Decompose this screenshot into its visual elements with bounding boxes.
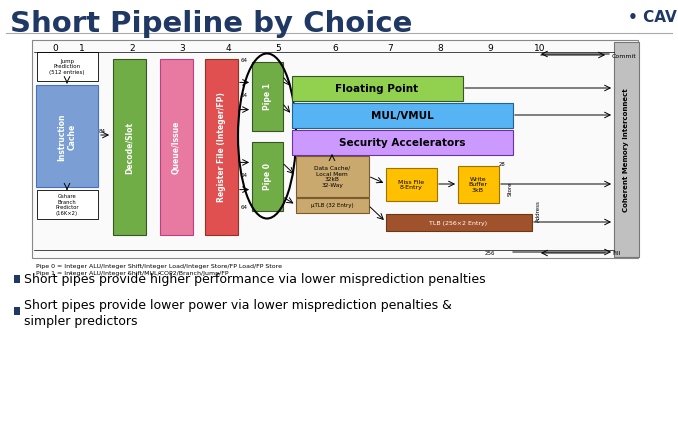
Text: Jump
Prediction
(512 entries): Jump Prediction (512 entries) (49, 58, 85, 75)
Text: 64: 64 (241, 93, 248, 98)
Text: 4: 4 (225, 44, 231, 53)
Text: MUL/VMUL: MUL/VMUL (371, 111, 433, 121)
Text: Decode/Slot: Decode/Slot (125, 121, 134, 173)
FancyBboxPatch shape (14, 275, 20, 283)
FancyBboxPatch shape (292, 130, 513, 155)
FancyBboxPatch shape (252, 142, 283, 211)
Text: Commit: Commit (612, 53, 637, 58)
Text: Floating Point: Floating Point (336, 84, 418, 94)
Text: 2: 2 (129, 44, 135, 53)
Text: 7: 7 (387, 44, 393, 53)
Text: 64: 64 (241, 205, 248, 209)
FancyBboxPatch shape (296, 156, 369, 197)
Text: Queue/Issue: Queue/Issue (172, 120, 180, 174)
Text: Write
Buffer
3kB: Write Buffer 3kB (468, 176, 487, 193)
Text: Pipe 0 = Integer ALU/Integer Shift/Integer Load/Integer Store/FP Load/FP Store: Pipe 0 = Integer ALU/Integer Shift/Integ… (36, 264, 282, 268)
Text: 84: 84 (98, 129, 106, 134)
Text: 5: 5 (275, 44, 281, 53)
FancyBboxPatch shape (386, 214, 532, 231)
Text: • CAVIUM: • CAVIUM (628, 10, 678, 25)
FancyBboxPatch shape (37, 52, 98, 81)
Text: 0: 0 (52, 44, 58, 53)
FancyBboxPatch shape (37, 190, 98, 219)
Text: Security Accelerators: Security Accelerators (339, 138, 465, 147)
Text: 28: 28 (499, 162, 506, 166)
Text: Fill: Fill (612, 251, 620, 256)
Text: 256: 256 (485, 250, 495, 255)
Text: Instruction
Cache: Instruction Cache (58, 113, 77, 160)
FancyBboxPatch shape (113, 59, 146, 235)
FancyBboxPatch shape (292, 103, 513, 128)
Text: Short pipes provide higher performance via lower misprediction penalties: Short pipes provide higher performance v… (24, 273, 485, 286)
Text: Gshare
Branch
Predictor
(16K×2): Gshare Branch Predictor (16K×2) (55, 194, 79, 216)
Text: Address: Address (536, 200, 541, 221)
FancyBboxPatch shape (14, 307, 20, 315)
Text: Pipe 1 = Integer ALU/Integer Shift/MUL/COP2/Branch/Jump/FP: Pipe 1 = Integer ALU/Integer Shift/MUL/C… (36, 270, 228, 275)
Text: 9: 9 (487, 44, 493, 53)
FancyBboxPatch shape (36, 86, 98, 187)
FancyBboxPatch shape (296, 198, 369, 213)
Text: 64: 64 (241, 58, 248, 63)
FancyBboxPatch shape (159, 59, 193, 235)
Text: Data Cache/
Local Mem
32kB
32-Way: Data Cache/ Local Mem 32kB 32-Way (314, 166, 350, 188)
Text: Store: Store (508, 181, 513, 196)
Text: Pipe 1: Pipe 1 (262, 83, 271, 110)
FancyBboxPatch shape (252, 62, 283, 131)
FancyBboxPatch shape (458, 166, 498, 203)
Text: 8: 8 (437, 44, 443, 53)
Text: TLB (256×2 Entry): TLB (256×2 Entry) (429, 220, 487, 225)
Text: Short pipes provide lower power via lower misprediction penalties &: Short pipes provide lower power via lowe… (24, 299, 452, 312)
FancyBboxPatch shape (292, 76, 462, 101)
FancyBboxPatch shape (614, 43, 639, 257)
Text: 3: 3 (179, 44, 185, 53)
Text: Coherent Memory Interconnect: Coherent Memory Interconnect (623, 88, 629, 212)
Text: μTLB (32 Entry): μTLB (32 Entry) (311, 203, 353, 208)
Text: Miss File
8-Entry: Miss File 8-Entry (398, 179, 424, 190)
FancyBboxPatch shape (32, 41, 638, 258)
Text: 10: 10 (534, 44, 546, 53)
Text: 64: 64 (241, 172, 248, 178)
Text: 6: 6 (332, 44, 338, 53)
Text: 1: 1 (79, 44, 85, 53)
Text: simpler predictors: simpler predictors (24, 314, 138, 327)
Text: Pipe 0: Pipe 0 (262, 163, 271, 190)
Text: Register File (Integer/FP): Register File (Integer/FP) (216, 92, 226, 202)
FancyBboxPatch shape (205, 59, 237, 235)
FancyBboxPatch shape (386, 168, 437, 201)
Text: Short Pipeline by Choice: Short Pipeline by Choice (10, 10, 412, 38)
